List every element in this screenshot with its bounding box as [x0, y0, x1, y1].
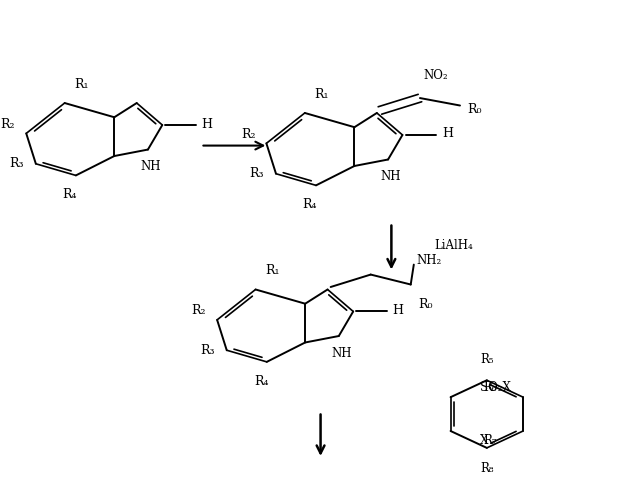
Text: R₃: R₃	[200, 344, 214, 356]
Text: R₆: R₆	[483, 380, 497, 394]
Text: LiAlH₄: LiAlH₄	[434, 238, 473, 252]
Text: R₀: R₀	[418, 298, 432, 311]
Text: R₁: R₁	[74, 78, 88, 90]
Text: R₄: R₄	[303, 198, 317, 211]
Text: SO₂X: SO₂X	[480, 380, 511, 394]
Text: R₃: R₃	[249, 167, 264, 180]
Text: R₃: R₃	[9, 158, 24, 170]
Text: R₄: R₄	[62, 188, 77, 201]
Text: NH: NH	[381, 170, 401, 183]
Text: R₂: R₂	[1, 118, 15, 131]
Text: H: H	[392, 304, 404, 317]
Text: R₇: R₇	[483, 434, 497, 448]
Text: R₂: R₂	[191, 304, 206, 318]
Text: R₄: R₄	[254, 376, 269, 388]
Text: R₁: R₁	[265, 264, 279, 277]
Text: R₂: R₂	[241, 128, 255, 141]
Text: NH₂: NH₂	[417, 254, 442, 267]
Text: X: X	[480, 434, 488, 448]
Text: R₀: R₀	[467, 103, 482, 116]
Text: NO₂: NO₂	[423, 69, 448, 82]
Text: H: H	[442, 128, 453, 140]
Text: H: H	[202, 118, 213, 130]
Text: R₅: R₅	[480, 353, 494, 366]
Text: R₈: R₈	[480, 462, 494, 475]
Text: NH: NH	[331, 347, 352, 360]
Text: NH: NH	[141, 160, 162, 173]
Text: R₁: R₁	[314, 88, 329, 101]
